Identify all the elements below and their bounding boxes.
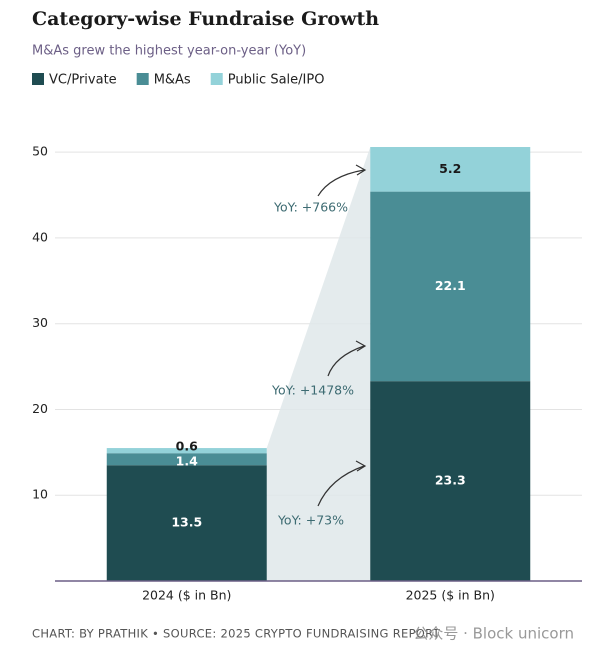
legend: VC/Private M&As Public Sale/IPO [32, 73, 324, 88]
watermark: 公众号 · Block unicorn [413, 625, 574, 643]
annotation: YoY: +73% [277, 513, 344, 528]
bar-segment [370, 191, 531, 382]
y-tick-label: 30 [32, 315, 48, 330]
y-tick-label: 10 [32, 487, 48, 502]
chart-title: Category-wise Fundraise Growth [32, 8, 379, 30]
annotation: YoY: +766% [273, 200, 348, 215]
legend-label: VC/Private [49, 73, 117, 88]
legend-label: M&As [154, 73, 191, 88]
growth-shade [266, 147, 371, 581]
legend-swatch [210, 73, 223, 85]
arrow-head [355, 164, 367, 176]
value-label: 1.4 [176, 454, 198, 469]
value-label: 5.2 [439, 161, 461, 176]
arrow [317, 169, 365, 197]
bar-segment [106, 448, 267, 454]
value-label: 13.5 [171, 515, 202, 530]
arrow-head [355, 460, 367, 472]
y-tick-label: 20 [32, 401, 48, 416]
value-label: 23.3 [435, 473, 466, 488]
arrow [327, 345, 365, 377]
footer: CHART: BY PRATHIK • SOURCE: 2025 CRYPTO … [32, 627, 441, 641]
bar-segment [370, 147, 531, 192]
arrow [317, 465, 365, 507]
annotation: YoY: +1478% [271, 383, 354, 398]
x-tick-label: 2024 ($ in Bn) [142, 588, 231, 603]
arrows [317, 164, 367, 507]
y-tick-label: 50 [32, 144, 48, 159]
value-label: 22.1 [435, 278, 466, 293]
legend-swatch [32, 73, 44, 85]
arrow-head [355, 340, 367, 352]
y-tick-label: 40 [32, 229, 48, 244]
plot-area: 10 20 30 40 50 13.5 1.40.6 2024 ($ in Bn) 23.3 22… [32, 144, 582, 603]
x-tick-label: 2025 ($ in Bn) [406, 588, 495, 603]
legend-label: Public Sale/IPO [228, 73, 325, 88]
bar-segment [106, 453, 267, 466]
chart-subtitle: M&As grew the highest year-on-year (YoY) [32, 44, 306, 59]
value-label: 0.6 [176, 439, 198, 454]
legend-swatch [136, 73, 149, 85]
bar-segment [106, 465, 267, 581]
bar-segment [370, 381, 531, 581]
